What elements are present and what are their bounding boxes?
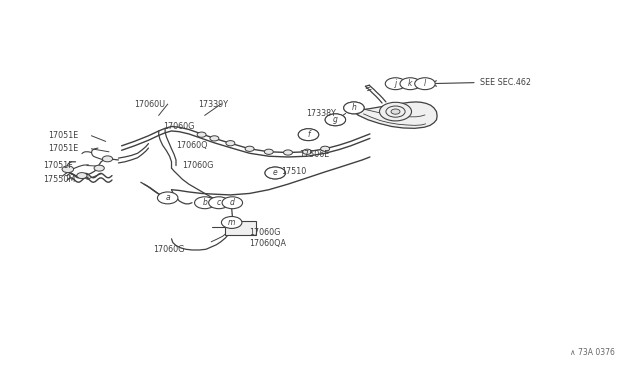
Text: c: c <box>217 198 221 207</box>
Circle shape <box>245 146 254 151</box>
Circle shape <box>415 78 435 90</box>
Circle shape <box>385 78 406 90</box>
Circle shape <box>298 129 319 141</box>
Text: 17550M: 17550M <box>44 175 76 184</box>
Text: a: a <box>165 193 170 202</box>
Circle shape <box>77 173 87 179</box>
Text: 17510: 17510 <box>282 167 307 176</box>
Text: g: g <box>333 115 338 124</box>
Text: 17339Y: 17339Y <box>198 100 228 109</box>
Circle shape <box>284 150 292 155</box>
Text: 17060G: 17060G <box>182 161 214 170</box>
Circle shape <box>325 114 346 126</box>
Circle shape <box>197 132 206 137</box>
Circle shape <box>344 102 364 114</box>
Text: 17060G: 17060G <box>154 245 185 254</box>
Circle shape <box>298 129 319 141</box>
Circle shape <box>209 197 229 209</box>
Text: j: j <box>394 79 397 88</box>
Text: l: l <box>424 79 426 88</box>
Circle shape <box>94 165 104 171</box>
Text: 17051E: 17051E <box>48 131 78 140</box>
Circle shape <box>325 114 346 126</box>
Circle shape <box>391 109 400 114</box>
Polygon shape <box>356 102 437 128</box>
Text: 17060G: 17060G <box>163 122 195 131</box>
Text: f: f <box>307 130 310 139</box>
Circle shape <box>102 156 113 162</box>
Circle shape <box>265 167 285 179</box>
Text: b: b <box>202 198 207 207</box>
Text: 17051F: 17051F <box>44 161 73 170</box>
Text: SEE SEC.462: SEE SEC.462 <box>480 78 531 87</box>
Text: d: d <box>230 198 235 207</box>
Circle shape <box>222 197 243 209</box>
Text: e: e <box>273 169 278 177</box>
FancyBboxPatch shape <box>225 221 256 235</box>
Circle shape <box>62 166 74 173</box>
Circle shape <box>210 136 219 141</box>
Circle shape <box>303 149 312 154</box>
Text: 17060QA: 17060QA <box>250 239 287 248</box>
Text: m: m <box>228 218 236 227</box>
Text: h: h <box>351 103 356 112</box>
Circle shape <box>344 102 364 114</box>
Circle shape <box>221 217 242 228</box>
Text: 17060U: 17060U <box>134 100 166 109</box>
Text: k: k <box>408 79 412 88</box>
Circle shape <box>157 192 178 204</box>
Circle shape <box>226 141 235 146</box>
Text: ∧ 73A 0376: ∧ 73A 0376 <box>570 348 614 357</box>
Text: 17051E: 17051E <box>48 144 78 153</box>
Text: 17506E: 17506E <box>300 150 330 159</box>
Text: 17060G: 17060G <box>250 228 281 237</box>
Circle shape <box>380 102 412 121</box>
Text: 17060Q: 17060Q <box>176 141 207 150</box>
Circle shape <box>264 149 273 154</box>
Circle shape <box>195 197 215 209</box>
Text: 17338Y: 17338Y <box>306 109 336 118</box>
Circle shape <box>386 106 405 117</box>
Circle shape <box>400 78 420 90</box>
Circle shape <box>321 146 330 151</box>
Circle shape <box>265 167 285 179</box>
